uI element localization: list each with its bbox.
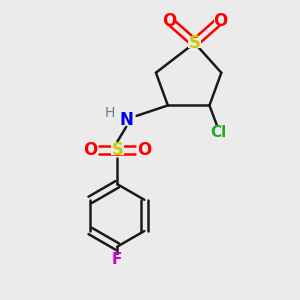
Text: F: F [112, 252, 122, 267]
Bar [164, 16, 175, 26]
Bar [121, 116, 132, 125]
Bar [112, 255, 123, 263]
Bar [111, 145, 124, 155]
Bar [211, 128, 226, 137]
Text: S: S [189, 34, 201, 52]
Text: S: S [111, 141, 123, 159]
Text: O: O [137, 141, 151, 159]
Text: H: H [105, 106, 115, 120]
Bar [138, 145, 150, 155]
Text: O: O [162, 12, 176, 30]
Text: N: N [119, 111, 133, 129]
Text: Cl: Cl [210, 125, 226, 140]
Text: O: O [83, 141, 98, 159]
Bar [188, 38, 201, 48]
Text: O: O [213, 12, 227, 30]
Bar [85, 145, 97, 155]
Bar [214, 16, 226, 26]
